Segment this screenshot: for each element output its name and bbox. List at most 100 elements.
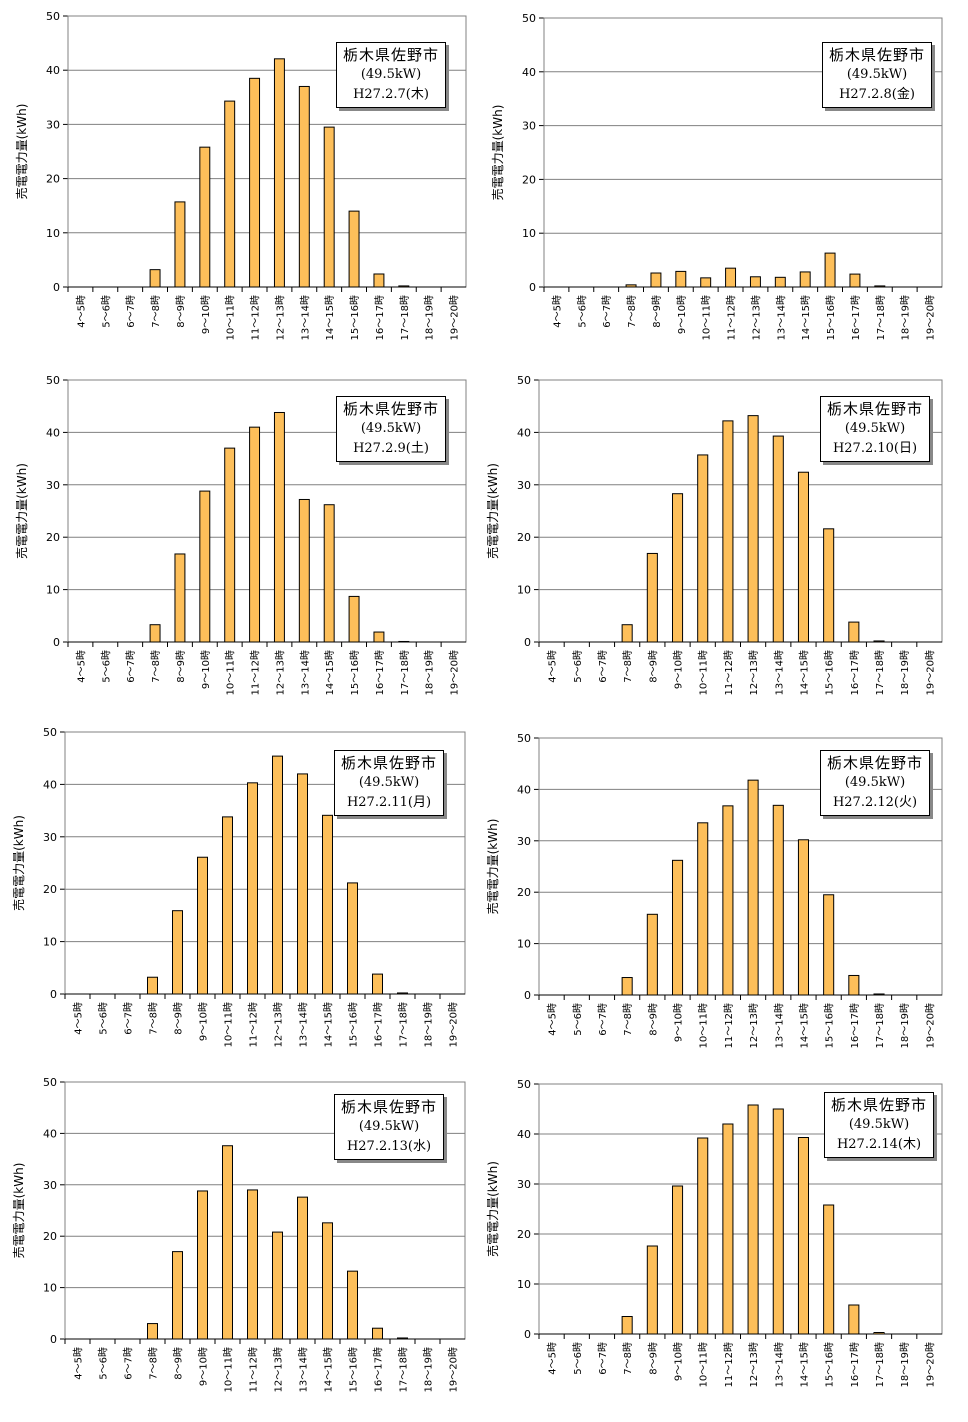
bar (249, 426, 261, 643)
x-tick-label: 7～8時 (150, 650, 162, 683)
bar (747, 779, 759, 996)
capacity-label: (49.5kW) (846, 67, 908, 82)
bar (848, 1304, 860, 1335)
x-tick-label: 10～11時 (698, 1003, 710, 1048)
chart-panel: 0 10 20 30 40 50 売電電力量(kWh) 4～5時 5～6時 6～7時 7～8時 8～9… (486, 724, 968, 1070)
x-tick-label: 13～14時 (299, 650, 311, 695)
bar (174, 201, 186, 288)
y-tick-label: 20 (517, 531, 531, 544)
capacity-label: (49.5kW) (358, 775, 420, 790)
bar (646, 1245, 658, 1335)
x-tick-label: 19～20時 (448, 1347, 460, 1392)
x-tick-label: 8～9時 (647, 1342, 659, 1375)
date-label: H27.2.7(木) (353, 87, 429, 102)
x-tick-label: 16～17時 (374, 295, 386, 340)
x-tick-label: 15～16時 (824, 650, 836, 695)
bar (671, 859, 684, 996)
y-tick-label: 50 (522, 12, 536, 25)
y-axis-label: 売電電力量(kWh) (14, 463, 29, 559)
x-tick-label: 18～19時 (899, 1003, 911, 1048)
x-tick-label: 13～14時 (299, 295, 311, 340)
bar (849, 273, 861, 288)
y-tick-label: 40 (46, 426, 60, 439)
x-tick-label: 14～15時 (324, 650, 336, 695)
bar (348, 210, 360, 288)
x-tick-label: 16～17時 (373, 1002, 385, 1047)
bar (848, 974, 860, 996)
x-tick-label: 13～14時 (773, 1342, 785, 1387)
x-tick-label: 19～20時 (449, 650, 461, 695)
bar (675, 270, 687, 288)
x-tick-label: 4～5時 (547, 1342, 559, 1375)
bar (199, 490, 211, 643)
y-tick-label: 0 (53, 636, 60, 649)
bar (774, 276, 786, 288)
x-tick-label: 19～20時 (449, 295, 461, 340)
y-tick-label: 30 (46, 118, 60, 131)
x-tick-label: 17～18時 (874, 1003, 886, 1048)
x-tick-label: 9～10時 (676, 295, 688, 334)
x-tick-label: 17～18時 (399, 650, 411, 695)
bar (249, 77, 261, 288)
x-tick-label: 19～20時 (924, 650, 936, 695)
bar-chart: 0 10 20 30 40 50 売電電力量(kWh) 4～5時 5～6時 6～7時 7～8時 8～9… (486, 732, 943, 1048)
x-tick-label: 16～17時 (849, 650, 861, 695)
info-box: 栃木県佐野市 (49.5kW) H27.2.7(木) (336, 42, 447, 108)
x-tick-label: 17～18時 (399, 295, 411, 340)
chart-panel: 0 10 20 30 40 50 売電電力量(kWh) 4～5時 5～6時 6～7時 7～8時 8～9… (486, 1074, 968, 1420)
x-tick-label: 10～11時 (698, 1342, 710, 1387)
x-tick-label: 16～17時 (849, 1342, 861, 1387)
capacity-label: (49.5kW) (848, 1117, 910, 1132)
bar (725, 267, 737, 288)
date-label: H27.2.8(金) (839, 87, 915, 102)
bar (824, 252, 836, 288)
y-tick-label: 30 (43, 831, 57, 844)
bar (373, 631, 385, 643)
x-tick-label: 16～17時 (850, 295, 862, 340)
bar (149, 269, 161, 288)
x-tick-label: 11～12時 (726, 295, 738, 340)
y-tick-label: 0 (50, 1333, 57, 1346)
x-tick-label: 7～8時 (150, 295, 162, 328)
bar (621, 977, 633, 996)
x-tick-label: 9～10時 (673, 1342, 685, 1381)
bar (799, 271, 811, 288)
bar (621, 1316, 633, 1335)
bar (197, 1190, 208, 1340)
x-tick-label: 12～13時 (273, 1002, 285, 1047)
y-tick-label: 20 (517, 1228, 531, 1241)
x-tick-label: 18～19時 (423, 1002, 435, 1047)
bar (298, 498, 310, 643)
bar (273, 411, 285, 643)
x-tick-label: 9～10時 (198, 1002, 210, 1041)
x-tick-label: 5～6時 (572, 1003, 584, 1036)
x-tick-label: 18～19時 (899, 650, 911, 695)
y-tick-label: 30 (517, 1178, 531, 1191)
date-label: H27.2.10(日) (832, 441, 918, 456)
y-tick-label: 20 (46, 531, 60, 544)
y-tick-label: 50 (517, 1078, 531, 1091)
x-tick-label: 4～5時 (73, 1347, 85, 1380)
bar (348, 595, 360, 643)
date-label: H27.2.11(月) (346, 795, 432, 810)
x-tick-label: 18～19時 (900, 295, 912, 340)
bar (797, 471, 810, 643)
x-tick-label: 12～13時 (273, 1347, 285, 1392)
x-tick-label: 8～9時 (175, 650, 187, 683)
y-tick-label: 10 (517, 1278, 531, 1291)
bar (772, 435, 784, 643)
x-tick-label: 18～19時 (424, 295, 436, 340)
bar (650, 272, 662, 288)
x-tick-label: 9～10時 (198, 1347, 210, 1386)
x-tick-label: 15～16時 (348, 1347, 360, 1392)
x-tick-label: 14～15時 (323, 1347, 335, 1392)
capacity-label: (49.5kW) (358, 1119, 420, 1134)
bar (147, 1323, 158, 1340)
x-tick-label: 17～18時 (874, 1342, 886, 1387)
x-tick-label: 6～7時 (597, 1342, 609, 1375)
info-box: 栃木県佐野市 (49.5kW) H27.2.13(水) (334, 1094, 445, 1160)
x-tick-label: 11～12時 (250, 295, 262, 340)
y-tick-label: 0 (524, 989, 531, 1002)
x-tick-label: 6～7時 (123, 1347, 135, 1380)
bar (749, 276, 761, 288)
